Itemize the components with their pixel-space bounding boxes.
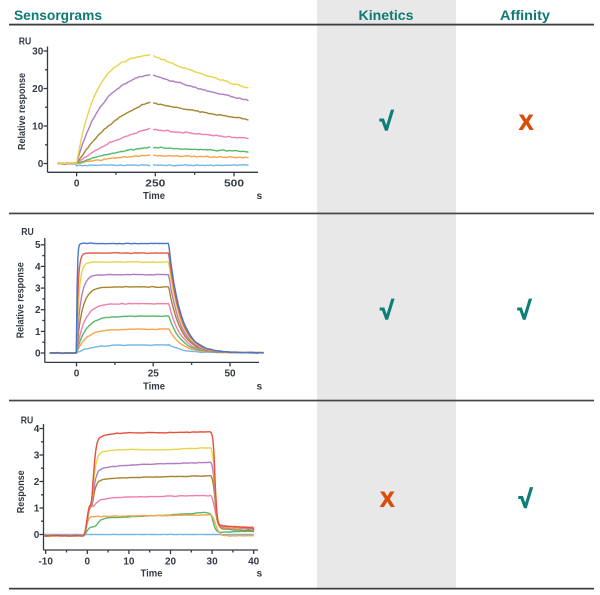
- svg-text:0: 0: [85, 556, 91, 567]
- svg-text:3: 3: [35, 283, 41, 294]
- svg-text:2: 2: [35, 305, 41, 316]
- svg-text:X: X: [380, 489, 394, 512]
- svg-text:2: 2: [34, 477, 40, 488]
- svg-text:RU: RU: [19, 35, 32, 47]
- svg-text:20: 20: [165, 556, 177, 567]
- svg-text:0: 0: [74, 368, 80, 379]
- svg-text:RU: RU: [21, 226, 34, 238]
- svg-text:1: 1: [34, 503, 40, 514]
- svg-text:√: √: [380, 108, 394, 136]
- svg-text:s: s: [256, 381, 262, 392]
- svg-text:30: 30: [207, 556, 219, 567]
- svg-text:Relative response: Relative response: [17, 73, 28, 150]
- svg-text:Sensorgrams: Sensorgrams: [14, 8, 102, 23]
- svg-text:√: √: [518, 297, 532, 325]
- svg-text:Relative response: Relative response: [16, 262, 27, 338]
- svg-text:Response: Response: [16, 470, 27, 513]
- svg-text:√: √: [380, 297, 394, 325]
- svg-text:20: 20: [32, 84, 44, 95]
- svg-text:5: 5: [35, 240, 41, 251]
- svg-text:s: s: [256, 568, 262, 579]
- svg-text:Time: Time: [141, 568, 163, 579]
- svg-text:25: 25: [148, 368, 160, 379]
- svg-text:0: 0: [34, 530, 40, 541]
- svg-text:Time: Time: [143, 191, 165, 202]
- svg-text:4: 4: [34, 424, 40, 435]
- svg-text:RU: RU: [21, 414, 34, 426]
- svg-text:Time: Time: [143, 381, 165, 392]
- svg-text:0: 0: [38, 159, 44, 170]
- svg-text:30: 30: [32, 46, 44, 57]
- svg-text:0: 0: [74, 178, 80, 189]
- svg-text:1: 1: [35, 327, 41, 338]
- svg-text:250: 250: [145, 178, 166, 189]
- svg-text:√: √: [519, 485, 533, 513]
- svg-text:Affinity: Affinity: [500, 8, 551, 23]
- svg-text:40: 40: [248, 556, 260, 567]
- svg-text:-10: -10: [38, 556, 53, 567]
- svg-text:10: 10: [123, 556, 135, 567]
- svg-text:Kinetics: Kinetics: [359, 8, 414, 23]
- svg-text:10: 10: [32, 121, 44, 132]
- svg-text:4: 4: [35, 262, 41, 273]
- svg-text:X: X: [519, 111, 533, 134]
- svg-text:0: 0: [35, 348, 41, 359]
- svg-text:500: 500: [224, 178, 245, 189]
- svg-text:50: 50: [224, 368, 236, 379]
- svg-text:3: 3: [34, 450, 40, 461]
- svg-text:s: s: [256, 191, 262, 202]
